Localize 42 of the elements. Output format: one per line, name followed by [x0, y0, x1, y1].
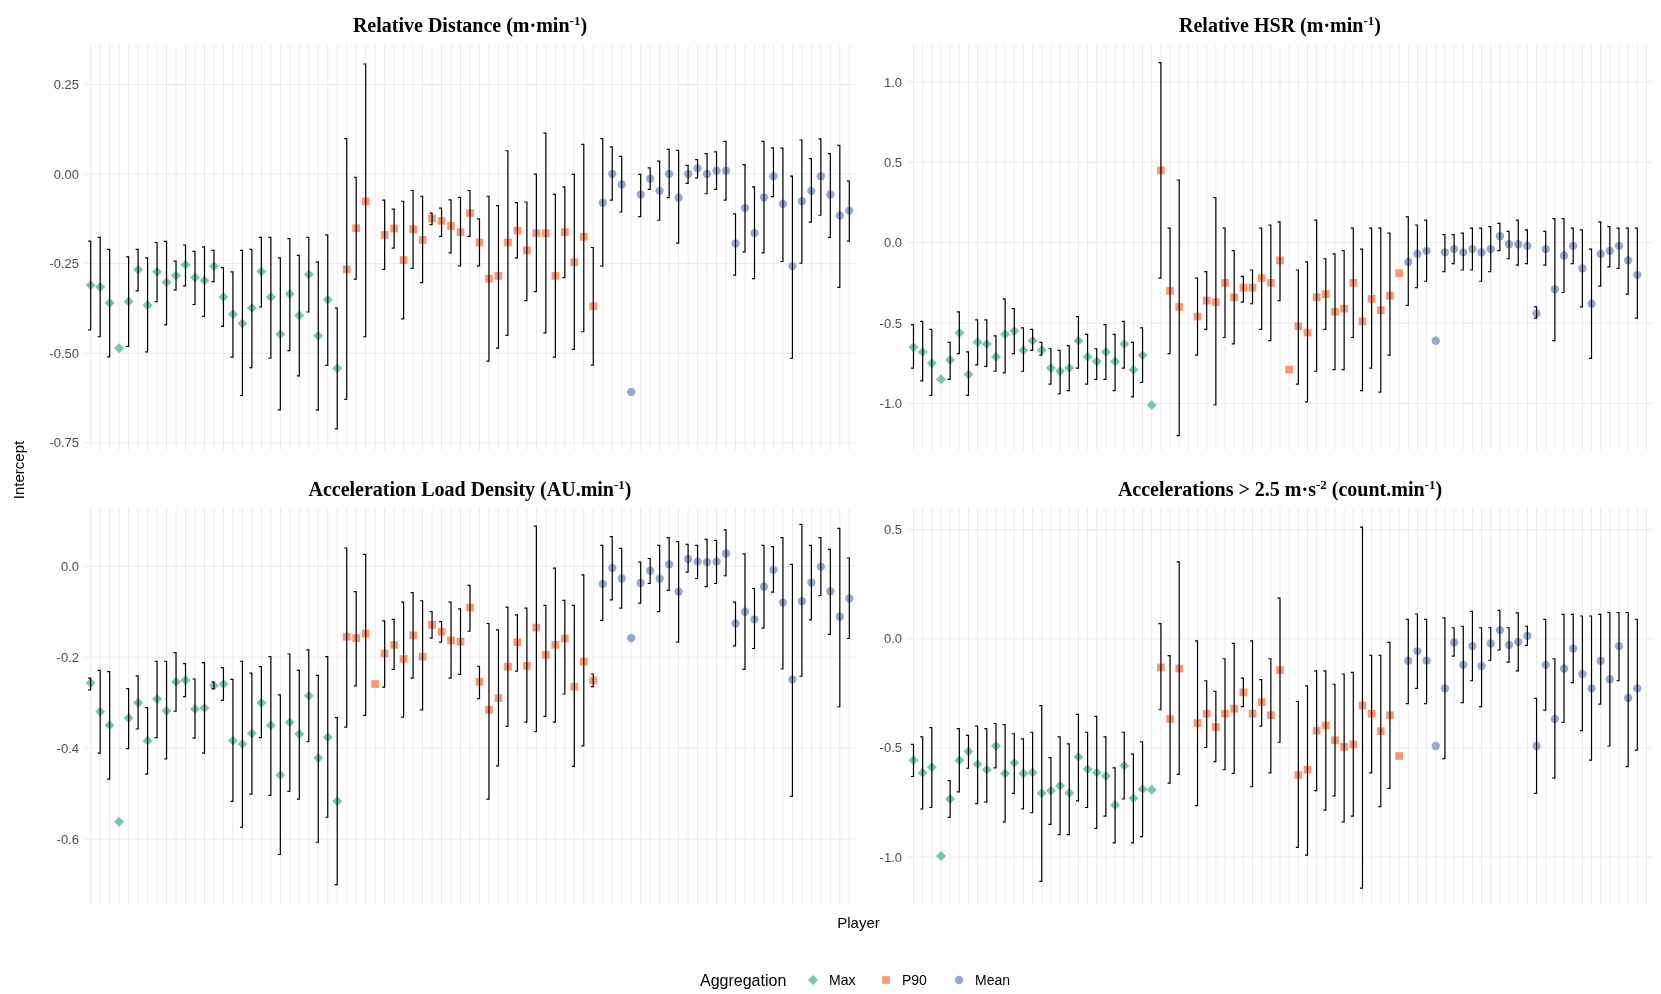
point: [1146, 400, 1157, 410]
point: [1146, 784, 1157, 795]
point: [935, 374, 946, 385]
point: [1285, 365, 1294, 374]
y-tick-label: -0.5: [879, 315, 902, 331]
y-tick-label: -0.75: [49, 435, 79, 451]
y-tick-label: 0.25: [53, 76, 79, 92]
y-tick-label: 0.0: [883, 631, 902, 647]
chart-title: Relative Distance (m·min$^{-1}$): [352, 12, 588, 37]
y-tick-label: -0.5: [879, 740, 902, 756]
y-tick-label: 0.5: [883, 522, 902, 538]
point: [627, 633, 636, 643]
y-tick-label: -1.0: [879, 395, 902, 411]
y-tick-label: -0.25: [49, 256, 79, 272]
y-tick-label: 0.0: [60, 558, 79, 574]
point: [1395, 752, 1403, 760]
chart-title: Relative HSR (m·min$^{-1}$): [1179, 12, 1381, 37]
y-tick-label: 0.0: [883, 235, 902, 251]
legend-label: P90: [902, 971, 928, 988]
legend-title: Aggregation: [700, 971, 787, 989]
y-tick-label: 1.0: [883, 74, 902, 90]
chart-title: Accelerations > 2.5 m·s$^{-2}$ (count.min$^{-1}$): [1117, 476, 1443, 501]
point: [114, 816, 125, 827]
legend-label: Mean: [975, 971, 1011, 988]
point: [935, 850, 946, 861]
point: [114, 343, 125, 354]
point: [371, 680, 380, 688]
y-tick-label: -0.2: [56, 649, 79, 665]
x-axis-title: Player: [837, 914, 880, 931]
point: [627, 387, 636, 397]
y-tick-label: -1.0: [879, 849, 902, 865]
y-tick-label: 0.00: [53, 166, 79, 182]
legend-label: Max: [829, 971, 856, 988]
y-tick-label: -0.50: [49, 345, 79, 361]
y-axis-title: Intercept: [10, 439, 27, 500]
y-tick-label: 0.5: [883, 154, 902, 170]
point: [1395, 269, 1403, 278]
y-tick-label: -0.6: [56, 831, 79, 847]
y-tick-label: -0.4: [56, 740, 79, 756]
point: [1431, 741, 1440, 751]
point: [1431, 336, 1440, 345]
chart-title: Acceleration Load Density (AU.min$^{-1}$): [308, 476, 632, 501]
